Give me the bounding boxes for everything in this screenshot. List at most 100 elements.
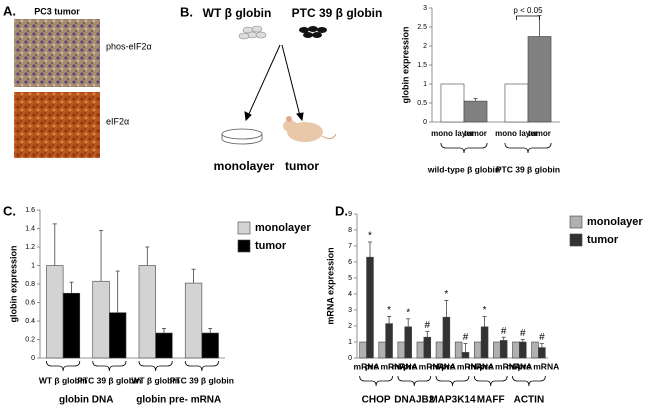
panel-label: C.: [3, 203, 16, 218]
x-tick-label: mRNA: [354, 361, 380, 371]
group-label: globin pre- mRNA: [136, 395, 221, 406]
brace: [184, 360, 219, 372]
significance-marker: #: [539, 332, 545, 343]
bar: [442, 316, 451, 359]
panel-label: A.: [3, 3, 16, 18]
micrograph: [14, 19, 100, 87]
y-tick-label: 4: [348, 291, 352, 298]
y-tick-label: 7: [348, 243, 352, 250]
bar-label: mono layer: [495, 129, 538, 138]
bar: [512, 341, 520, 359]
legend-label: tumor: [587, 234, 619, 246]
bar: [109, 312, 127, 359]
cells-ptc: [299, 26, 327, 38]
y-axis-label: globin expression: [400, 26, 410, 103]
significance-marker: *: [368, 231, 372, 242]
panel-label: D.: [335, 203, 348, 218]
bar: [473, 341, 482, 359]
y-tick-label: 1: [31, 262, 35, 269]
brace: [504, 142, 552, 154]
brace: [397, 375, 432, 387]
significance-marker: #: [520, 328, 526, 339]
legend-label: monolayer: [255, 222, 311, 234]
bar-label: tumor: [528, 129, 551, 138]
diagram-label: PTC 39 β globin: [292, 6, 383, 20]
significance-marker: *: [483, 305, 487, 316]
bar: [385, 323, 393, 359]
group-label: MAP3K14: [429, 395, 476, 406]
y-tick-label: 9: [348, 211, 352, 218]
y-tick-label: 2: [423, 43, 427, 50]
y-tick-label: 3: [423, 5, 427, 12]
bar: [504, 83, 529, 123]
bar: [201, 332, 219, 359]
x-tick-label: pre mRNA: [403, 361, 445, 371]
brace: [138, 360, 173, 372]
x-tick-label: mRNA: [468, 361, 494, 371]
x-tick-label: PTC 39 β globin: [170, 375, 234, 385]
dish: [221, 128, 263, 145]
y-tick-label: 1.5: [417, 62, 427, 69]
x-tick-label: WT β globin: [131, 375, 180, 385]
bar: [184, 282, 203, 359]
y-tick-label: 2: [348, 323, 352, 330]
bar-label: mono layer: [431, 129, 474, 138]
image-title: PC3 tumor: [34, 6, 80, 16]
brace: [440, 142, 488, 154]
image-label: phos-eIF2α: [106, 41, 152, 51]
y-tick-label: 1.2: [25, 244, 35, 251]
arrows: [244, 44, 304, 122]
brace: [512, 375, 546, 387]
bar: [480, 326, 489, 359]
bar: [461, 352, 470, 359]
y-tick-label: 0.6: [25, 299, 35, 306]
y-tick-label: 0.2: [25, 336, 35, 343]
bar: [527, 36, 552, 123]
significance-marker: #: [501, 326, 507, 337]
bar: [359, 341, 367, 359]
significance-marker: *: [387, 305, 391, 316]
y-tick-label: 1.4: [25, 225, 35, 232]
diagram-label: WT β globin: [203, 6, 272, 20]
x-tick-label: pre mRNA: [441, 361, 483, 371]
micrograph: [14, 92, 100, 158]
bar: [531, 341, 539, 359]
legend-swatch: [569, 233, 583, 247]
diagram-label: monolayer: [214, 159, 275, 173]
y-tick-label: 0.8: [25, 281, 35, 288]
annotation-bracket: [516, 15, 540, 20]
y-axis-label: mRNA expression: [325, 247, 335, 324]
legend-label: monolayer: [587, 216, 643, 228]
bar: [404, 326, 412, 359]
x-tick-label: PTC 39 β globin: [496, 164, 560, 174]
legend-label: tumor: [255, 240, 287, 252]
significance-marker: *: [406, 307, 410, 318]
bar: [46, 265, 64, 359]
y-tick-label: 3: [348, 307, 352, 314]
bar: [138, 265, 156, 359]
x-tick-label: mRNA: [506, 361, 532, 371]
bar: [378, 341, 386, 359]
brace: [359, 375, 393, 387]
group-label: CHOP: [362, 395, 391, 406]
diagram-label: tumor: [285, 159, 319, 173]
bar: [423, 336, 432, 359]
y-tick-label: 5: [348, 275, 352, 282]
x-tick-label: pre mRNA: [518, 361, 560, 371]
legend-swatch: [569, 215, 583, 229]
y-tick-label: 0: [423, 119, 427, 126]
group-label: ACTIN: [514, 395, 545, 406]
y-tick-label: 8: [348, 227, 352, 234]
y-tick-label: 1: [423, 81, 427, 88]
y-tick-label: 1.6: [25, 207, 35, 214]
bar: [397, 341, 406, 359]
bar: [155, 332, 173, 359]
bar: [416, 341, 425, 359]
cells-wt: [238, 25, 267, 40]
bar: [493, 341, 501, 359]
bar-label: tumor: [464, 129, 487, 138]
group-label: globin DNA: [59, 395, 113, 406]
annotation: p < 0.05: [513, 6, 543, 15]
bar: [62, 292, 81, 359]
